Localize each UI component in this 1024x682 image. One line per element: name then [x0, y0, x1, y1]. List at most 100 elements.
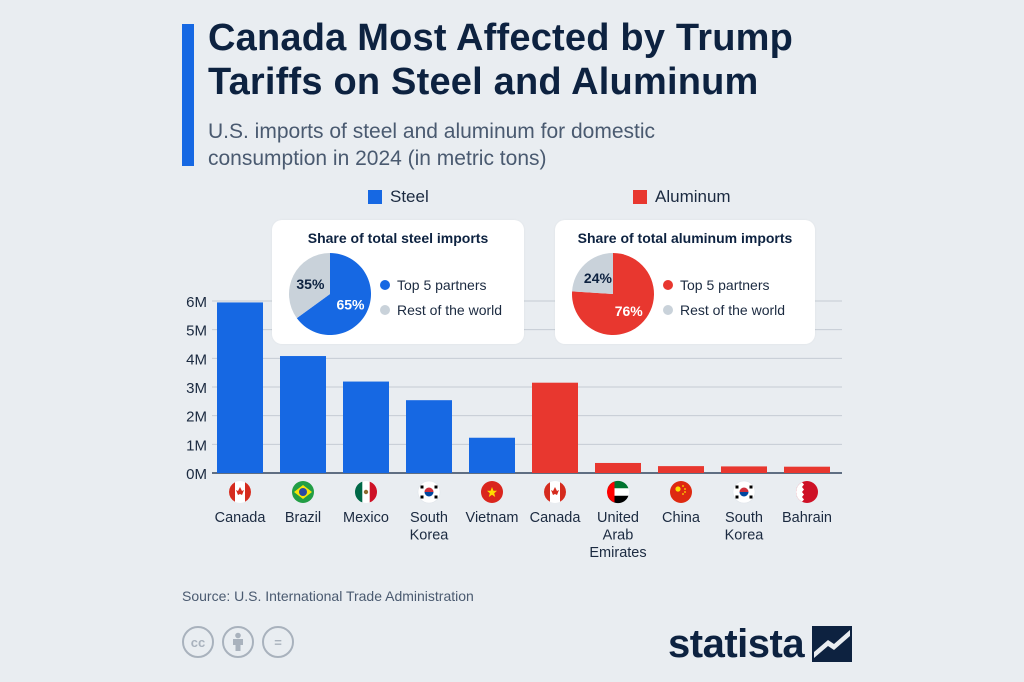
aluminum-share-card: Share of total aluminum imports 76% 24% T…	[555, 220, 815, 344]
flag-band	[229, 482, 235, 502]
flag-globe	[299, 488, 307, 496]
y-tick-label: 6M	[186, 294, 207, 311]
flag-taeguk	[739, 492, 749, 497]
category-label: South	[725, 510, 763, 526]
steel-card-title: Share of total steel imports	[307, 230, 489, 246]
category-label: United	[597, 510, 639, 526]
category-label: China	[662, 510, 701, 526]
uae-flag-icon	[607, 480, 629, 504]
y-tick-label: 5M	[186, 323, 207, 340]
flag-bg	[670, 481, 692, 503]
aluminum-bar	[784, 466, 830, 473]
canada-flag-icon	[229, 481, 251, 503]
vietnam-flag-icon	[481, 481, 503, 503]
flag-star	[487, 487, 497, 497]
flag-trigram	[735, 485, 739, 489]
category-label: Emirates	[589, 545, 646, 561]
steel-bar	[469, 437, 515, 473]
aluminum-bar	[532, 382, 578, 473]
steel-rest-dot	[380, 305, 390, 315]
steel-top5-label: Top 5 partners	[397, 277, 487, 293]
flag-band	[245, 482, 251, 502]
person-icon	[233, 632, 243, 651]
steel-bar	[217, 302, 263, 473]
flag-serration	[796, 482, 804, 502]
steel-top5-dot	[380, 280, 390, 290]
aluminum-top5-dot	[663, 280, 673, 290]
flag-taeguk	[739, 487, 749, 492]
flag-trigram	[749, 495, 753, 499]
pie-label-top5: 76%	[615, 303, 644, 319]
brazil-flag-icon	[292, 481, 314, 503]
flag-trigram	[434, 485, 438, 489]
category-label: Korea	[725, 528, 765, 544]
category-label: Mexico	[343, 510, 389, 526]
no-derivatives-icon[interactable]: =	[262, 626, 294, 658]
source-note: Source: U.S. International Trade Adminis…	[182, 588, 474, 604]
mexico-flag-icon	[354, 481, 378, 503]
title-line-2: Tariffs on Steel and Aluminum	[208, 61, 759, 103]
flag-leaf	[236, 487, 244, 495]
legend-aluminum-label: Aluminum	[655, 187, 731, 206]
flag-trigram	[749, 485, 753, 489]
title-line-1: Canada Most Affected by Trump	[208, 17, 794, 59]
flag-band	[544, 482, 550, 502]
nd-icon-glyph: =	[274, 634, 282, 650]
y-tick-label: 4M	[186, 351, 207, 368]
y-tick-label: 0M	[186, 466, 207, 483]
flag-star	[684, 491, 686, 493]
steel-pie-chart: 65% 35%	[289, 253, 371, 335]
legend-aluminum: Aluminum	[633, 187, 731, 207]
steel-legend-rest: Rest of the world	[380, 302, 502, 318]
flag-trigram	[434, 495, 438, 499]
aluminum-rest-label: Rest of the world	[680, 302, 786, 318]
category-label: Brazil	[285, 510, 321, 526]
category-label: Arab	[603, 528, 634, 544]
category-label: South	[410, 510, 448, 526]
statista-mark-icon	[812, 626, 853, 662]
subtitle-line-1: U.S. imports of steel and aluminum for d…	[208, 120, 656, 143]
aluminum-card-title: Share of total aluminum imports	[577, 230, 793, 246]
attribution-icon[interactable]	[222, 626, 254, 658]
aluminum-rest-dot	[663, 305, 673, 315]
legend-steel: Steel	[368, 187, 429, 207]
steel-bar	[343, 381, 389, 473]
aluminum-top5-label: Top 5 partners	[680, 277, 770, 293]
flag-star	[682, 485, 684, 487]
category-label: Canada	[530, 510, 582, 526]
south-korea-flag-icon	[732, 480, 756, 504]
page-title: Canada Most Affected by Trump Tariffs on…	[208, 16, 908, 104]
bahrain-flag-icon	[796, 481, 818, 503]
cc-icon[interactable]: cc	[182, 626, 214, 658]
license-icons: cc =	[182, 626, 294, 658]
cc-icon-glyph: cc	[190, 634, 206, 650]
flag-star	[684, 488, 686, 490]
canada-flag-icon	[544, 481, 567, 503]
category-label: Canada	[215, 510, 267, 526]
category-label: Korea	[410, 528, 450, 544]
aluminum-bar	[595, 462, 641, 473]
aluminum-bar	[658, 466, 704, 473]
steel-rest-label: Rest of the world	[397, 302, 503, 318]
subtitle-line-2: consumption in 2024 (in metric tons)	[208, 147, 547, 170]
flag-star	[682, 493, 684, 495]
category-label: Bahrain	[782, 510, 832, 526]
south-korea-flag-icon	[417, 480, 441, 504]
pie-label-top5: 65%	[336, 296, 365, 312]
flag-band	[560, 482, 567, 502]
flag-star	[675, 486, 681, 492]
flag-taeguk	[424, 487, 434, 492]
flag-emblem	[363, 489, 369, 495]
statista-logo[interactable]: statista	[668, 622, 853, 666]
category-label: Vietnam	[466, 510, 519, 526]
flag-band	[369, 481, 378, 503]
steel-share-card: Share of total steel imports 65% 35% Top …	[272, 220, 524, 344]
china-flag-icon	[670, 481, 692, 503]
pie-label-rest: 24%	[584, 270, 613, 286]
pie-label-rest: 35%	[296, 276, 325, 292]
steel-bar	[406, 400, 452, 473]
flag-taeguk	[424, 492, 434, 497]
pie-slice-top5	[296, 253, 371, 335]
legend-aluminum-swatch	[633, 190, 647, 204]
